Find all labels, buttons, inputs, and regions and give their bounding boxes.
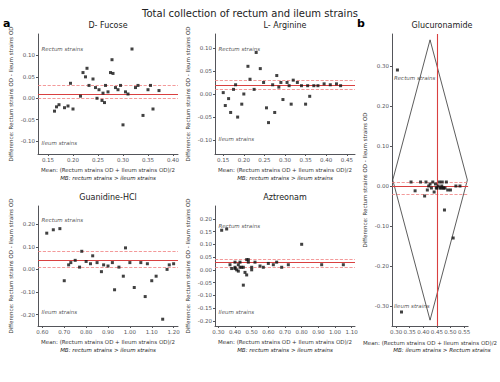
svg-text:0.00: 0.00 bbox=[23, 266, 36, 272]
svg-text:0.10: 0.10 bbox=[23, 52, 36, 58]
svg-text:0.50: 0.50 bbox=[444, 329, 457, 335]
svg-text:0.50: 0.50 bbox=[246, 329, 259, 335]
svg-text:0.20: 0.20 bbox=[67, 157, 80, 163]
svg-text:0.05: 0.05 bbox=[200, 68, 213, 74]
svg-text:Rectum strains: Rectum strains bbox=[42, 217, 84, 223]
svg-text:Guanidine-HCl: Guanidine-HCl bbox=[79, 193, 136, 202]
svg-text:D- Fucose: D- Fucose bbox=[88, 21, 127, 30]
svg-text:0.05: 0.05 bbox=[200, 254, 213, 260]
svg-text:0.90: 0.90 bbox=[312, 329, 325, 335]
svg-text:Mean: (Rectum strains OD + Ile: Mean: (Rectum strains OD + Ileum strains… bbox=[363, 340, 497, 346]
svg-text:0.30: 0.30 bbox=[390, 329, 403, 335]
svg-text:-0.20: -0.20 bbox=[198, 318, 213, 324]
svg-text:a: a bbox=[3, 17, 11, 30]
svg-text:-0.05: -0.05 bbox=[198, 280, 213, 286]
svg-text:Mean: (Rectum strains OD + Ile: Mean: (Rectum strains OD + Ileum strains… bbox=[218, 167, 352, 173]
svg-text:0.10: 0.10 bbox=[200, 45, 213, 51]
svg-text:0.20: 0.20 bbox=[377, 103, 390, 109]
svg-text:-0.10: -0.10 bbox=[198, 137, 213, 143]
svg-text:0.30: 0.30 bbox=[377, 63, 390, 69]
svg-text:0.05: 0.05 bbox=[23, 74, 36, 80]
svg-text:Ileum strains: Ileum strains bbox=[219, 136, 255, 142]
svg-text:Ileum strains: Ileum strains bbox=[42, 140, 78, 146]
svg-text:0.00: 0.00 bbox=[200, 267, 213, 273]
svg-text:0.30: 0.30 bbox=[117, 157, 130, 163]
svg-text:0.15: 0.15 bbox=[217, 157, 230, 163]
svg-text:1.10: 1.10 bbox=[146, 329, 159, 335]
svg-text:0.70: 0.70 bbox=[58, 329, 71, 335]
svg-text:-0.15: -0.15 bbox=[198, 305, 213, 311]
svg-text:Mean: (Rectum strains OD + Ile: Mean: (Rectum strains OD + Ileum strains… bbox=[41, 339, 175, 345]
svg-text:-0.20: -0.20 bbox=[375, 263, 390, 269]
svg-text:Ileum strains: Ileum strains bbox=[42, 309, 78, 315]
svg-text:0.70: 0.70 bbox=[279, 329, 292, 335]
svg-text:Difference: Rectum strains OD: Difference: Rectum strains OD - Ileum st… bbox=[362, 113, 368, 248]
svg-text:-0.10: -0.10 bbox=[375, 223, 390, 229]
svg-text:0.20: 0.20 bbox=[200, 216, 213, 222]
svg-text:0.35: 0.35 bbox=[404, 329, 417, 335]
svg-text:MB: rectum strains > ileum str: MB: rectum strains > ileum strains bbox=[60, 347, 156, 353]
svg-text:0.45: 0.45 bbox=[431, 329, 444, 335]
svg-text:0.15: 0.15 bbox=[200, 229, 213, 235]
svg-text:0.00: 0.00 bbox=[200, 91, 213, 97]
svg-text:Mean: (Rectum strains OD + Ile: Mean: (Rectum strains OD + Ileum strains… bbox=[41, 167, 175, 173]
svg-text:-0.10: -0.10 bbox=[21, 138, 36, 144]
svg-text:-0.30: -0.30 bbox=[375, 303, 390, 309]
svg-text:b: b bbox=[357, 17, 365, 30]
svg-text:0.60: 0.60 bbox=[262, 329, 275, 335]
svg-text:0.20: 0.20 bbox=[238, 157, 251, 163]
svg-text:0.20: 0.20 bbox=[23, 221, 36, 227]
svg-text:Aztreonam: Aztreonam bbox=[263, 193, 307, 202]
svg-text:-0.05: -0.05 bbox=[198, 114, 213, 120]
svg-text:Total collection of rectum and: Total collection of rectum and ileum str… bbox=[141, 8, 358, 19]
svg-text:0.40: 0.40 bbox=[417, 329, 430, 335]
svg-text:Ileum strains: Ileum strains bbox=[219, 309, 255, 315]
svg-text:-0.05: -0.05 bbox=[21, 117, 36, 123]
svg-text:MB: rectum strains > ileum str: MB: rectum strains > ileum strains bbox=[237, 347, 333, 353]
svg-text:1.10: 1.10 bbox=[346, 329, 359, 335]
svg-text:Rectum strains: Rectum strains bbox=[394, 75, 436, 81]
svg-text:0.40: 0.40 bbox=[229, 329, 242, 335]
svg-text:Difference: Rectum strains OD: Difference: Rectum strains OD - Ileum st… bbox=[8, 199, 14, 334]
svg-text:0.35: 0.35 bbox=[142, 157, 155, 163]
svg-text:0.15: 0.15 bbox=[42, 157, 55, 163]
svg-text:Mean: (Rectum strains OD + Ile: Mean: (Rectum strains OD + Ileum strains… bbox=[218, 339, 352, 345]
svg-text:0.45: 0.45 bbox=[341, 157, 354, 163]
svg-text:-0.20: -0.20 bbox=[21, 312, 36, 318]
svg-text:Glucuronamide: Glucuronamide bbox=[412, 21, 473, 30]
svg-text:L- Arginine: L- Arginine bbox=[264, 21, 307, 30]
svg-text:0.00: 0.00 bbox=[23, 95, 36, 101]
svg-text:0.10: 0.10 bbox=[200, 241, 213, 247]
svg-text:-0.10: -0.10 bbox=[198, 292, 213, 298]
svg-text:0.30: 0.30 bbox=[279, 157, 292, 163]
svg-text:0.10: 0.10 bbox=[377, 143, 390, 149]
svg-text:0.00: 0.00 bbox=[377, 183, 390, 189]
svg-text:0.80: 0.80 bbox=[80, 329, 93, 335]
svg-text:1.00: 1.00 bbox=[329, 329, 342, 335]
svg-text:Rectum strains: Rectum strains bbox=[42, 46, 84, 52]
svg-text:Ileum strains: Ileum strains bbox=[394, 303, 430, 309]
svg-text:0.10: 0.10 bbox=[23, 244, 36, 250]
svg-text:1.20: 1.20 bbox=[168, 329, 181, 335]
svg-text:Difference: Rectum strains OD: Difference: Rectum strains OD - Ileum st… bbox=[185, 199, 191, 334]
svg-text:0.40: 0.40 bbox=[320, 157, 333, 163]
svg-text:Difference: Rectum strains OD: Difference: Rectum strains OD - Ileum st… bbox=[8, 27, 14, 162]
svg-text:Rectum strains: Rectum strains bbox=[219, 223, 261, 229]
svg-text:1.00: 1.00 bbox=[124, 329, 137, 335]
svg-text:0.90: 0.90 bbox=[102, 329, 115, 335]
svg-text:MB: ileum strains > Rectum str: MB: ileum strains > Rectum strains bbox=[393, 347, 490, 353]
svg-text:0.80: 0.80 bbox=[296, 329, 309, 335]
svg-text:0.35: 0.35 bbox=[299, 157, 312, 163]
svg-text:0.60: 0.60 bbox=[36, 329, 49, 335]
svg-text:0.25: 0.25 bbox=[258, 157, 271, 163]
svg-text:0.55: 0.55 bbox=[458, 329, 471, 335]
svg-text:Difference: Rectum strains OD: Difference: Rectum strains OD - Ileum st… bbox=[185, 27, 191, 162]
svg-text:MB: rectum strains > ileum str: MB: rectum strains > ileum strains bbox=[237, 175, 333, 181]
svg-text:0.25: 0.25 bbox=[92, 157, 105, 163]
svg-text:0.40: 0.40 bbox=[167, 157, 180, 163]
svg-text:-0.10: -0.10 bbox=[21, 289, 36, 295]
svg-text:Rectum strains: Rectum strains bbox=[219, 46, 261, 52]
svg-text:MB: rectum strains > ileum str: MB: rectum strains > ileum strains bbox=[60, 175, 156, 181]
svg-text:0.30: 0.30 bbox=[212, 329, 225, 335]
